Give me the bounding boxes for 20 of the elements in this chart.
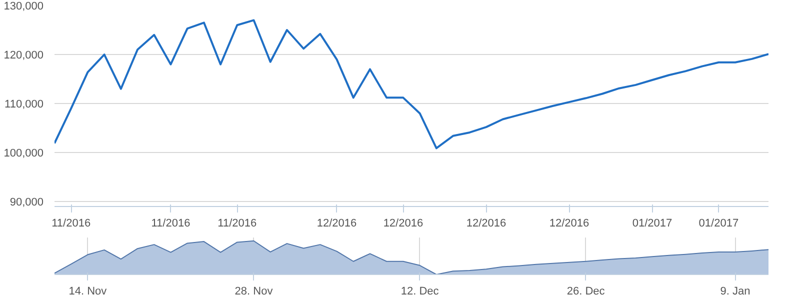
x-tick-label: 01/2017 [698, 218, 739, 230]
x-tick-label: 11/2016 [151, 218, 190, 230]
x-tick-label: 01/2017 [632, 218, 672, 230]
x-tick-label: 12/2016 [383, 218, 424, 230]
y-tick-label: 120,000 [4, 50, 44, 62]
x-tick-label: 14. Nov [68, 286, 108, 298]
x-tick-label: 12/2016 [466, 218, 506, 230]
y-tick-label: 110,000 [4, 98, 44, 111]
x-tick-label: 11/2016 [218, 218, 257, 230]
line-series [54, 19, 768, 150]
x-tick-label: 11/2016 [52, 218, 91, 230]
x-tick-label: 12. Dec [400, 286, 440, 298]
y-tick-label: 90,000 [10, 196, 44, 209]
x-tick-label: 9. Jan [720, 286, 750, 298]
x-tick-label: 12/2016 [549, 218, 590, 230]
y-tick-label: 100,000 [4, 148, 44, 160]
y-tick-label: 130,000 [4, 0, 44, 12]
x-tick-label: 28. Nov [234, 286, 274, 298]
x-tick-label: 12/2016 [316, 218, 357, 230]
x-tick-label: 26. Dec [566, 286, 606, 298]
